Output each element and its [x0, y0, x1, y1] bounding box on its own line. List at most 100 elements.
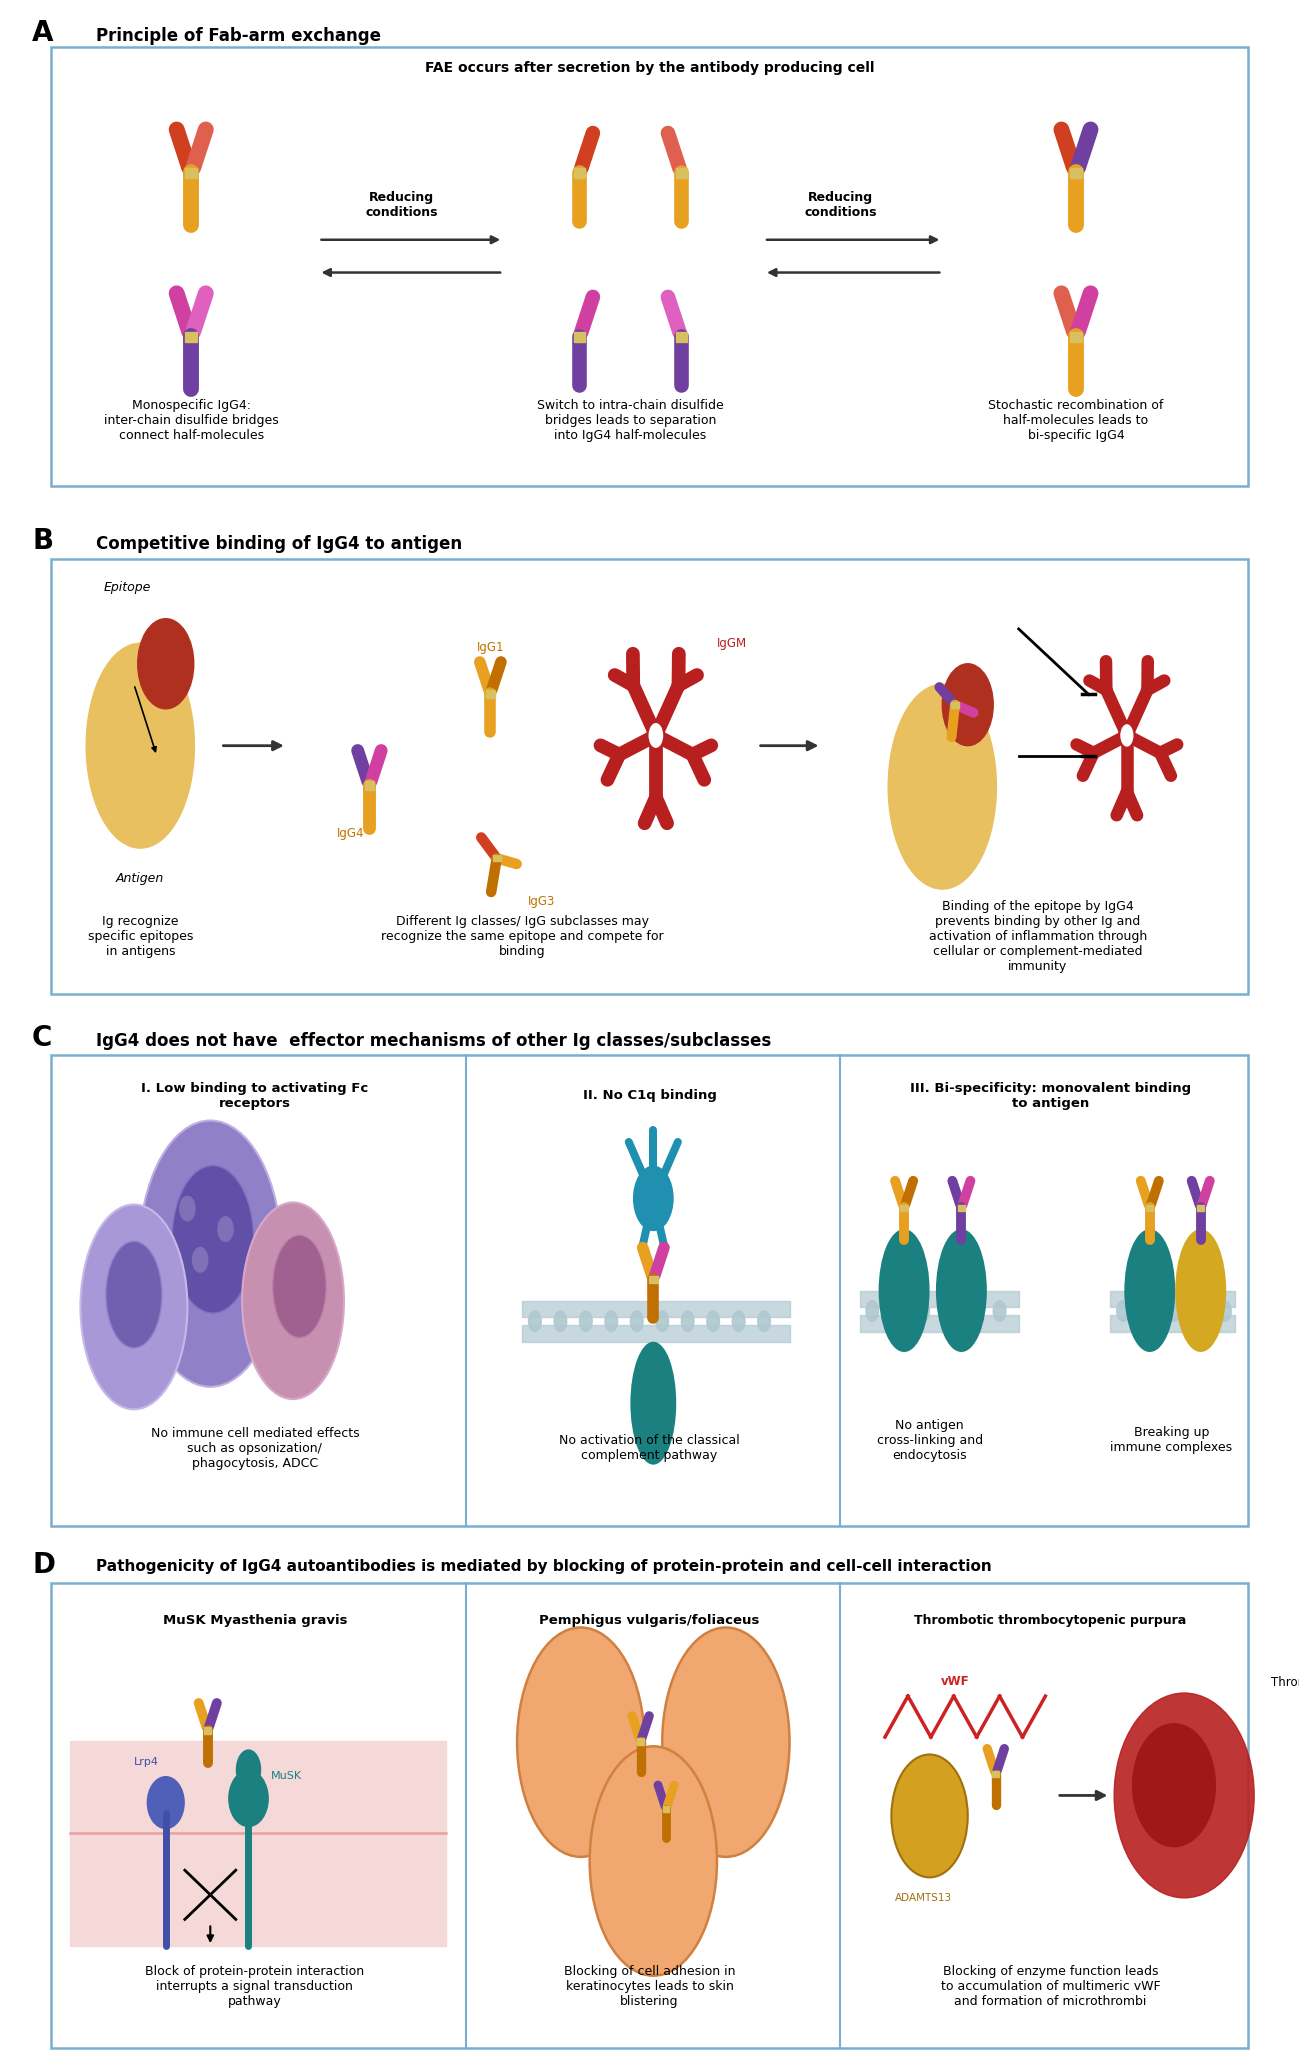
Ellipse shape — [889, 685, 996, 890]
Text: Reducing
conditions: Reducing conditions — [804, 190, 877, 219]
Text: Blocking of cell adhesion in
keratinocytes leads to skin
blistering: Blocking of cell adhesion in keratinocyt… — [564, 1966, 735, 2009]
Text: IgG4 does not have  effector mechanisms of other Ig classes/subclasses: IgG4 does not have effector mechanisms o… — [96, 1032, 772, 1051]
Text: MuSK: MuSK — [271, 1771, 303, 1781]
Ellipse shape — [590, 1746, 717, 1976]
Text: I. Low binding to activating Fc
receptors: I. Low binding to activating Fc receptor… — [142, 1082, 369, 1109]
Circle shape — [866, 1301, 878, 1322]
Circle shape — [1142, 1301, 1155, 1322]
Bar — [662, 1806, 669, 1812]
Bar — [900, 1204, 908, 1210]
Circle shape — [555, 1312, 566, 1332]
Ellipse shape — [86, 643, 195, 848]
Text: No immune cell mediated effects
such as opsonization/
phagocytosis, ADCC: No immune cell mediated effects such as … — [151, 1428, 360, 1469]
Ellipse shape — [107, 1241, 162, 1347]
Circle shape — [630, 1312, 643, 1332]
Text: Blocking of enzyme function leads
to accumulation of multimeric vWF
and formatio: Blocking of enzyme function leads to acc… — [940, 1966, 1160, 2009]
FancyBboxPatch shape — [51, 1055, 1248, 1527]
Text: Thrombus: Thrombus — [1270, 1676, 1299, 1688]
Bar — [637, 1738, 644, 1744]
Bar — [70, 1742, 446, 1947]
Text: IgG3: IgG3 — [527, 896, 555, 908]
Ellipse shape — [81, 1204, 187, 1409]
Text: MuSK Myasthenia gravis: MuSK Myasthenia gravis — [162, 1614, 347, 1626]
Text: ADAMTS13: ADAMTS13 — [895, 1893, 952, 1903]
Text: A: A — [32, 19, 53, 46]
Circle shape — [757, 1312, 770, 1332]
Circle shape — [733, 1312, 746, 1332]
Bar — [675, 333, 687, 341]
Text: vWF: vWF — [940, 1676, 969, 1688]
Bar — [992, 1771, 999, 1777]
Text: Pathogenicity of IgG4 autoantibodies is mediated by blocking of protein-protein : Pathogenicity of IgG4 autoantibodies is … — [96, 1558, 991, 1575]
Text: Principle of Fab-arm exchange: Principle of Fab-arm exchange — [96, 27, 381, 46]
Bar — [675, 168, 687, 178]
Bar — [486, 689, 495, 697]
Ellipse shape — [891, 1755, 968, 1877]
Text: II. No C1q binding: II. No C1q binding — [582, 1090, 717, 1103]
Ellipse shape — [517, 1628, 644, 1856]
Circle shape — [942, 1301, 955, 1322]
Bar — [574, 333, 585, 341]
Circle shape — [942, 664, 994, 745]
Bar — [1070, 331, 1082, 341]
Ellipse shape — [273, 1235, 326, 1339]
Text: Breaking up
immune complexes: Breaking up immune complexes — [1111, 1426, 1233, 1455]
Bar — [1070, 168, 1082, 178]
Circle shape — [917, 1301, 930, 1322]
Circle shape — [1120, 724, 1134, 747]
Text: Monospecific IgG4:
inter-chain disulfide bridges
connect half-molecules: Monospecific IgG4: inter-chain disulfide… — [104, 399, 278, 441]
Ellipse shape — [633, 1165, 674, 1231]
Ellipse shape — [935, 1229, 987, 1351]
Circle shape — [579, 1312, 592, 1332]
Ellipse shape — [1133, 1723, 1216, 1848]
Text: Antigen: Antigen — [116, 873, 165, 886]
Bar — [957, 1204, 965, 1210]
Text: Switch to intra-chain disulfide
bridges leads to separation
into IgG4 half-molec: Switch to intra-chain disulfide bridges … — [536, 399, 724, 441]
Bar — [574, 168, 585, 178]
Bar — [492, 854, 500, 861]
Text: No antigen
cross-linking and
endocytosis: No antigen cross-linking and endocytosis — [877, 1419, 982, 1461]
Text: Lrp4: Lrp4 — [134, 1757, 160, 1767]
Bar — [186, 168, 197, 178]
Text: III. Bi-specificity: monovalent binding
to antigen: III. Bi-specificity: monovalent binding … — [909, 1082, 1191, 1109]
Bar — [1196, 1204, 1204, 1210]
Bar — [951, 701, 959, 708]
Ellipse shape — [236, 1750, 261, 1790]
Text: D: D — [32, 1550, 55, 1579]
Text: C: C — [32, 1024, 52, 1053]
Text: Thrombotic thrombocytopenic purpura: Thrombotic thrombocytopenic purpura — [914, 1614, 1186, 1626]
Text: IgGM: IgGM — [717, 637, 747, 650]
Ellipse shape — [242, 1202, 344, 1399]
Text: Ig recognize
specific epitopes
in antigens: Ig recognize specific epitopes in antige… — [87, 914, 194, 958]
Circle shape — [179, 1196, 195, 1221]
Ellipse shape — [878, 1229, 930, 1351]
Circle shape — [994, 1301, 1005, 1322]
Bar — [204, 1728, 212, 1734]
FancyBboxPatch shape — [51, 48, 1248, 486]
Ellipse shape — [662, 1628, 790, 1856]
Text: Pemphigus vulgaris/foliaceus: Pemphigus vulgaris/foliaceus — [539, 1614, 760, 1626]
Circle shape — [1192, 1301, 1205, 1322]
Bar — [186, 331, 197, 341]
Circle shape — [605, 1312, 618, 1332]
Ellipse shape — [1115, 1692, 1255, 1897]
Ellipse shape — [630, 1341, 677, 1465]
Text: Different Ig classes/ IgG subclasses may
recognize the same epitope and compete : Different Ig classes/ IgG subclasses may… — [381, 914, 664, 958]
Circle shape — [1218, 1301, 1231, 1322]
Circle shape — [707, 1312, 720, 1332]
Text: Competitive binding of IgG4 to antigen: Competitive binding of IgG4 to antigen — [96, 534, 462, 552]
Circle shape — [218, 1217, 234, 1241]
Circle shape — [968, 1301, 981, 1322]
Text: IgG4: IgG4 — [336, 828, 364, 840]
Text: Epitope: Epitope — [104, 581, 151, 594]
Circle shape — [1168, 1301, 1181, 1322]
Circle shape — [656, 1312, 669, 1332]
Ellipse shape — [229, 1769, 269, 1827]
Circle shape — [1117, 1301, 1129, 1322]
Text: FAE occurs after secretion by the antibody producing cell: FAE occurs after secretion by the antibo… — [425, 60, 874, 74]
Circle shape — [138, 619, 194, 710]
Circle shape — [647, 722, 664, 749]
Ellipse shape — [139, 1121, 282, 1386]
Text: B: B — [32, 526, 53, 554]
Ellipse shape — [171, 1165, 253, 1314]
